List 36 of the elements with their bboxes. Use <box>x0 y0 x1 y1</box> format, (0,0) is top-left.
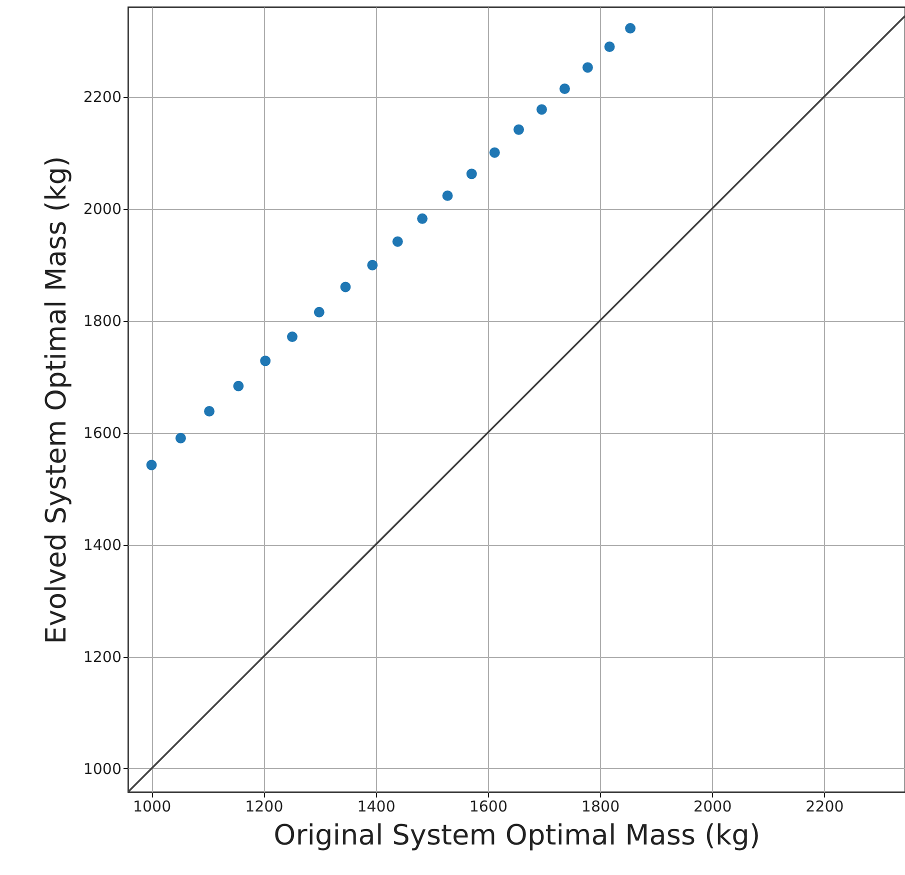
point <box>175 432 186 444</box>
y-tick-label: 2200 <box>83 88 122 106</box>
point <box>367 260 378 270</box>
x-tick-label: 2200 <box>806 798 844 816</box>
x-tick-label: 1800 <box>581 798 620 816</box>
x-tick-label: 1000 <box>132 798 172 816</box>
point <box>559 84 570 94</box>
point <box>466 168 477 180</box>
point <box>417 213 428 224</box>
y-tick-label: 1800 <box>83 312 122 330</box>
point <box>287 332 298 342</box>
point <box>625 23 636 34</box>
point <box>442 190 453 201</box>
y-tick-label: 1400 <box>83 536 122 554</box>
point <box>146 460 157 470</box>
point <box>604 42 615 52</box>
x-tick-label: 1600 <box>469 798 508 816</box>
x-tick-label: 1200 <box>245 798 284 816</box>
point <box>233 380 244 392</box>
x-tick-label: 1400 <box>357 798 396 816</box>
point <box>340 282 351 292</box>
point <box>314 306 324 318</box>
point <box>536 104 547 115</box>
y-tick-label: 2000 <box>83 200 122 218</box>
y-tick-label: 1200 <box>83 648 122 666</box>
point <box>514 124 524 135</box>
point <box>582 62 593 73</box>
x-tick-label: 2000 <box>694 798 732 816</box>
point <box>260 356 271 366</box>
y-axis-title: Evolved System Optimal Mass (kg) <box>39 156 72 644</box>
x-axis-title: Original System Optimal Mass (kg) <box>274 818 760 852</box>
y-tick-label: 1000 <box>83 760 122 778</box>
point <box>204 406 215 416</box>
point <box>489 147 500 158</box>
y-tick-label: 1600 <box>83 424 122 442</box>
point <box>392 236 403 247</box>
